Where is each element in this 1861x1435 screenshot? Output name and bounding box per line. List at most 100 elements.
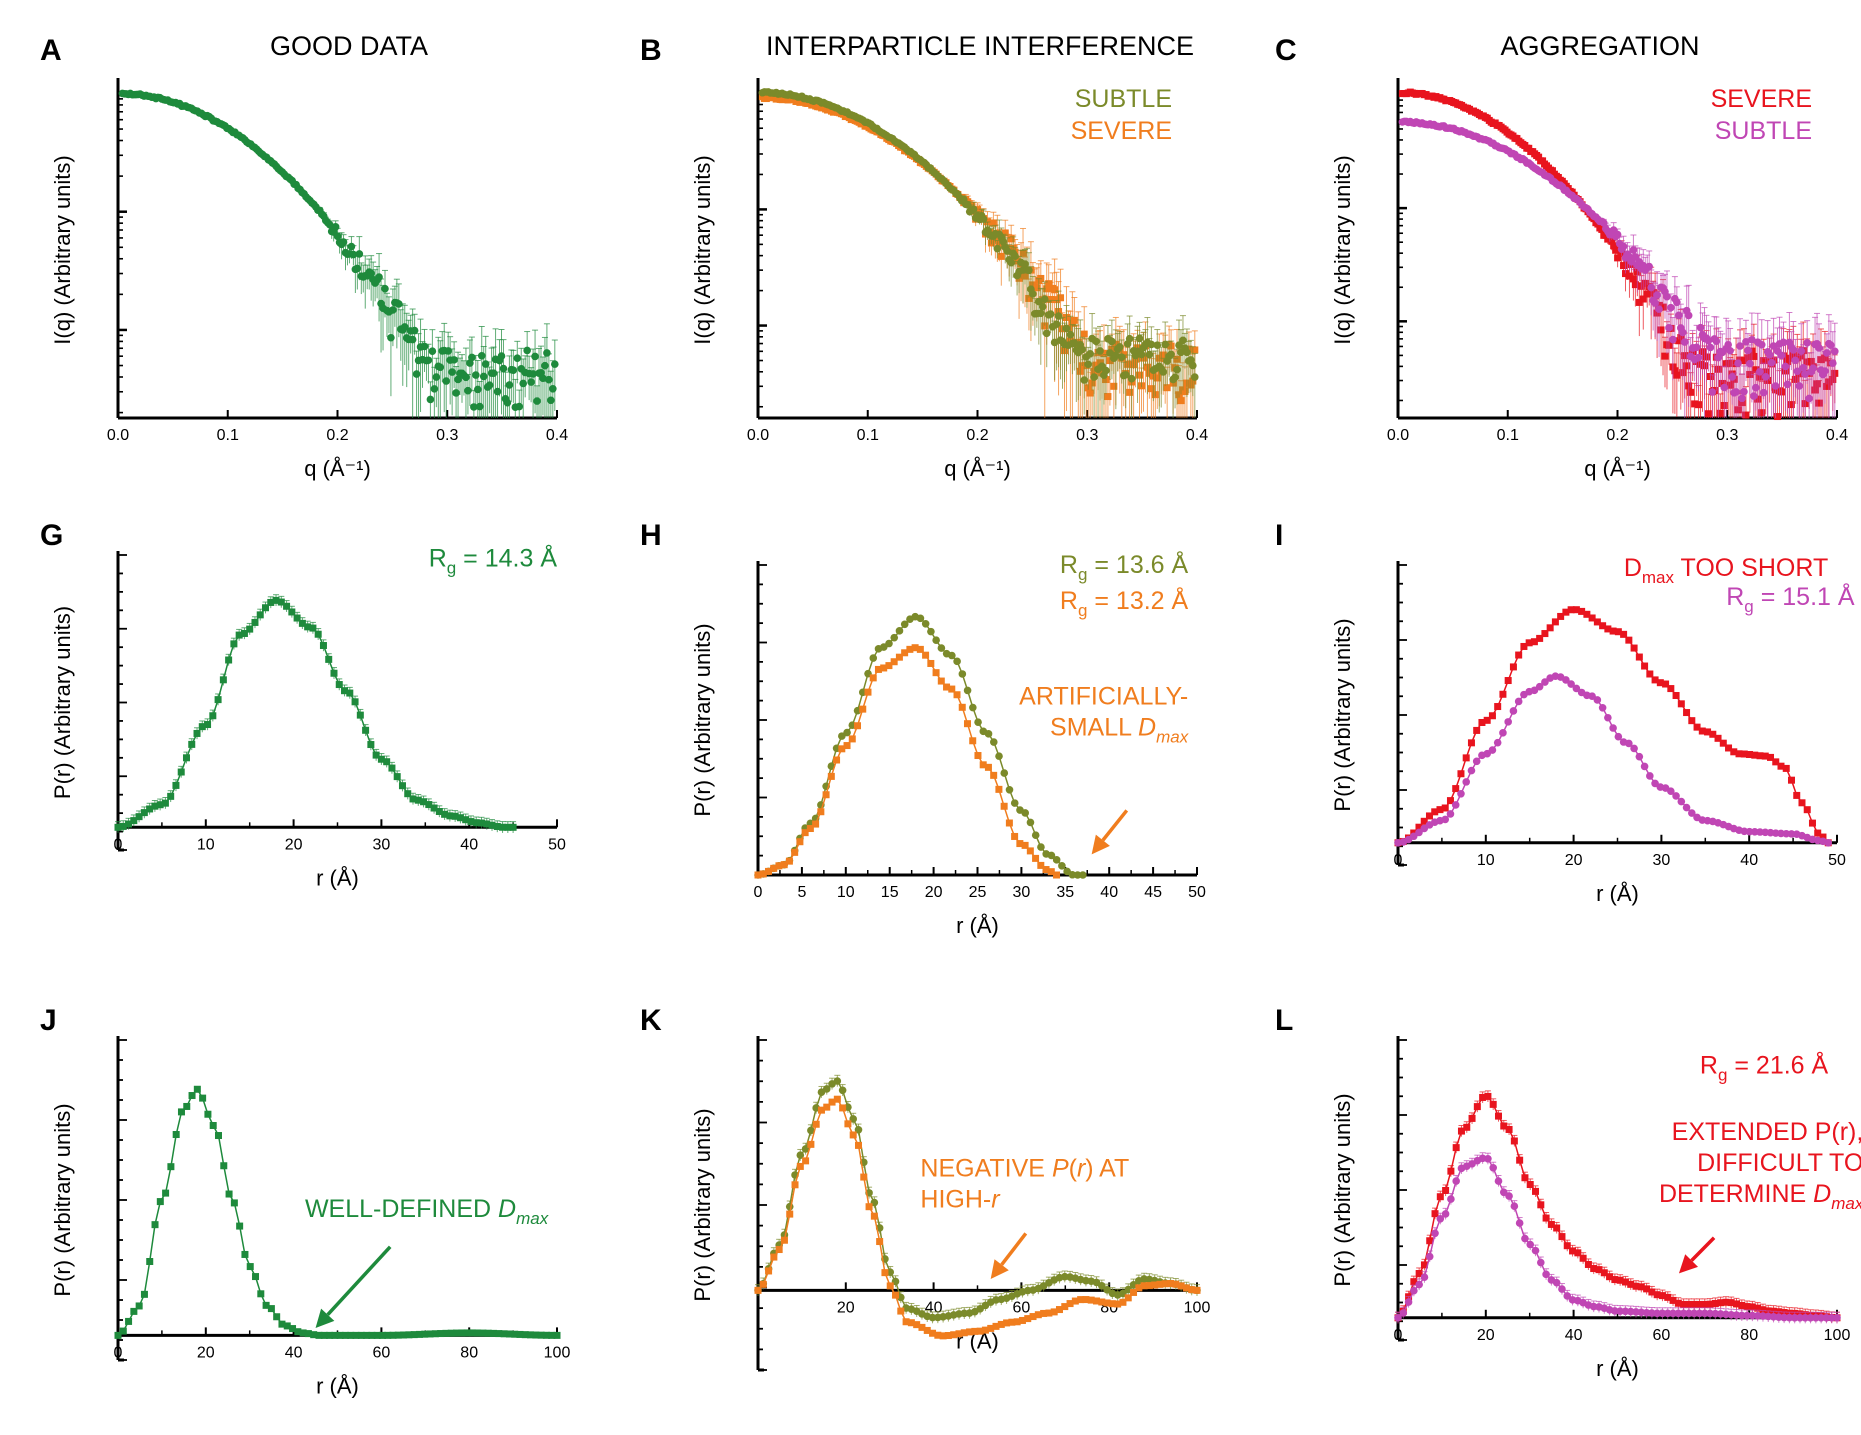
data-point: [754, 1286, 762, 1294]
data-point: [1732, 388, 1740, 396]
panel-letter-a: A: [40, 34, 62, 67]
data-point: [1061, 1303, 1069, 1311]
data-point: [1156, 1280, 1164, 1288]
data-point: [1478, 718, 1486, 726]
data-point: [955, 1330, 963, 1338]
data-point: [437, 1330, 445, 1338]
data-point: [823, 1103, 831, 1111]
data-point: [1809, 364, 1817, 372]
data-point: [551, 360, 559, 368]
data-point: [1183, 348, 1191, 357]
data-point: [984, 763, 992, 771]
data-point: [549, 384, 557, 393]
data-point: [876, 1238, 884, 1246]
data-point: [1588, 614, 1596, 622]
data-point: [1797, 347, 1806, 355]
data-point: [1457, 770, 1465, 778]
data-point: [901, 649, 909, 657]
panel-letter-b: B: [640, 34, 662, 67]
data-point: [895, 653, 903, 661]
data-point: [125, 820, 133, 828]
data-point: [902, 1318, 910, 1326]
data-point: [796, 1151, 805, 1159]
x-tick-label: 0.1: [857, 427, 879, 444]
series-line: [122, 93, 554, 407]
data-point: [441, 810, 449, 818]
data-point: [791, 848, 799, 856]
data-point: [351, 698, 359, 706]
data-point: [869, 674, 877, 682]
x-tick-label: 45: [1144, 884, 1162, 901]
data-point: [130, 817, 138, 825]
data-point: [1431, 1210, 1439, 1218]
data-point: [1070, 339, 1079, 347]
data-point: [1011, 832, 1019, 840]
data-point: [928, 1313, 937, 1322]
data-point: [1472, 757, 1481, 766]
data-point: [1467, 766, 1476, 775]
data-point: [1031, 831, 1040, 840]
data-point: [267, 1305, 275, 1313]
data-point: [1658, 1292, 1666, 1300]
data-point: [806, 825, 814, 833]
data-point: [1426, 1237, 1434, 1245]
data-point: [1599, 622, 1607, 630]
data-point: [1547, 1220, 1555, 1228]
data-point: [1124, 1294, 1132, 1302]
data-point: [533, 397, 541, 405]
data-point: [1505, 1125, 1513, 1133]
data-point: [1823, 349, 1831, 357]
data-point: [505, 381, 514, 389]
data-point: [1025, 266, 1033, 275]
data-point: [1667, 787, 1675, 795]
data-point: [1052, 856, 1061, 864]
data-point: [475, 402, 484, 411]
data-point: [1018, 1316, 1026, 1324]
data-point: [874, 665, 882, 673]
data-point: [1046, 310, 1055, 318]
data-point: [1013, 1318, 1021, 1326]
data-point: [1457, 1127, 1465, 1135]
x-tick-label: 0.4: [1826, 427, 1848, 444]
data-point: [472, 371, 480, 379]
data-point: [1041, 322, 1049, 330]
data-point: [907, 1319, 915, 1327]
data-point: [331, 223, 340, 231]
data-point: [400, 323, 409, 331]
data-point: [1814, 829, 1822, 837]
data-point: [1193, 1286, 1201, 1294]
data-point: [1706, 343, 1715, 352]
data-point: [1488, 746, 1497, 754]
annotation-segment: max: [1156, 728, 1189, 747]
data-point: [844, 1120, 852, 1128]
data-point: [1655, 305, 1663, 314]
data-point: [1598, 225, 1606, 233]
x-tick-label: 30: [1653, 852, 1671, 869]
annotation-value: = 14.3 Å: [456, 542, 557, 572]
data-point: [929, 1329, 937, 1337]
data-point: [1663, 292, 1671, 301]
data-point: [1783, 380, 1792, 389]
data-point: [785, 1202, 794, 1211]
data-point: [895, 627, 904, 635]
data-point: [1499, 690, 1507, 698]
data-point: [990, 771, 998, 779]
data-point: [939, 1332, 947, 1340]
data-point: [452, 389, 460, 397]
annotation-text: WELL-DEFINED Dmax: [305, 1195, 549, 1228]
data-point: [1740, 387, 1748, 396]
data-point: [509, 823, 517, 831]
data-point: [992, 1322, 1000, 1330]
data-point: [843, 742, 851, 750]
data-point: [1159, 368, 1168, 376]
data-point: [927, 659, 935, 667]
data-point: [886, 1282, 894, 1290]
data-point: [1725, 744, 1733, 752]
x-tick-label: 25: [969, 884, 987, 901]
data-point: [1643, 290, 1651, 298]
data-point: [1114, 1300, 1122, 1308]
data-point: [331, 1331, 339, 1339]
x-tick-label: 60: [1013, 1299, 1031, 1316]
data-point: [1541, 630, 1549, 638]
